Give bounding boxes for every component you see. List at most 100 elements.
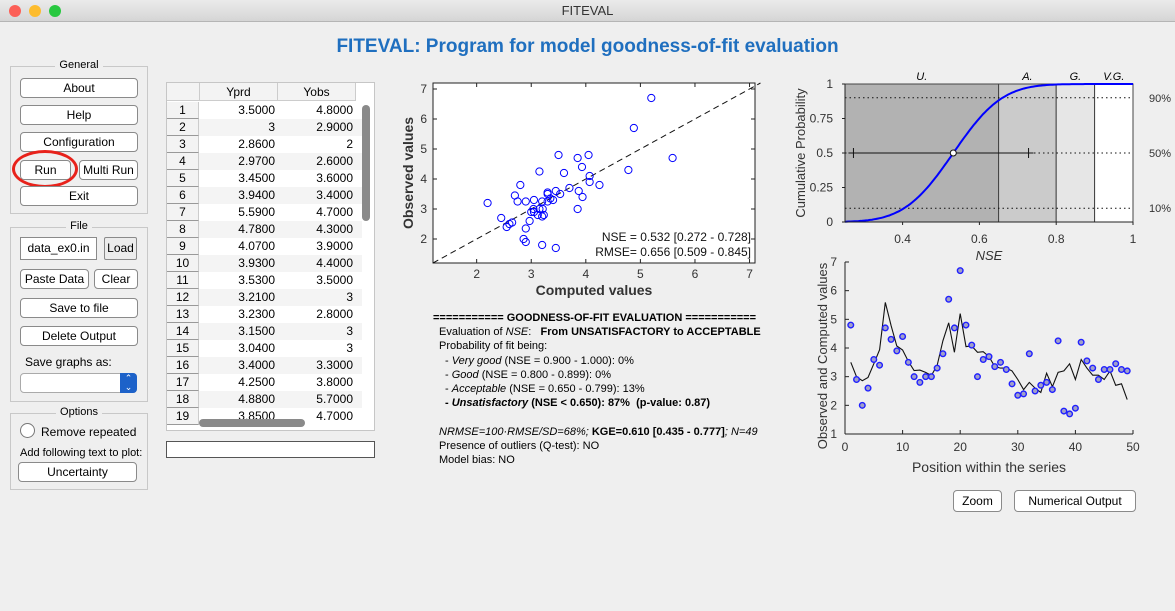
clear-button[interactable]: Clear [94,269,138,289]
cell-yprd[interactable]: 4.8800 [238,392,275,406]
scatter-point [529,207,539,217]
table-row[interactable]: 8 4.7800 4.3000 [167,221,362,238]
cell-yobs[interactable]: 4.7000 [316,409,353,423]
remove-repeated-label: Remove repeated [41,425,137,439]
table-row[interactable]: 4 2.9700 2.6000 [167,153,362,170]
cell-yprd[interactable]: 4.7800 [238,222,275,236]
cell-yprd[interactable]: 3.9400 [238,188,275,202]
configuration-button[interactable]: Configuration [20,132,138,152]
cell-yprd[interactable]: 4.0700 [238,239,275,253]
cell-yprd[interactable]: 3.4500 [238,171,275,185]
observed-point [1089,364,1097,372]
table-row[interactable]: 14 3.1500 3 [167,323,362,340]
cell-yprd[interactable]: 3.5000 [238,103,275,117]
cell-yobs[interactable]: 2.9000 [316,120,353,134]
multi-run-button[interactable]: Multi Run [79,160,138,180]
cell-yobs[interactable]: 3.9000 [316,239,353,253]
cell-yprd[interactable]: 3.2300 [238,307,275,321]
remove-repeated-radio[interactable] [20,423,35,438]
cell-yobs[interactable]: 3 [346,290,353,304]
column-header-yobs[interactable]: Yobs [278,83,356,101]
cell-yobs[interactable]: 3.8000 [316,375,353,389]
uncertainty-button[interactable]: Uncertainty [18,462,137,482]
paste-data-button[interactable]: Paste Data [20,269,89,289]
cell-yobs[interactable]: 3.6000 [316,171,353,185]
minimize-window-icon[interactable] [29,5,41,17]
horizontal-scrollbar[interactable] [199,419,305,427]
table-row[interactable]: 7 5.5900 4.7000 [167,204,362,221]
table-row[interactable]: 2 3 2.9000 [167,119,362,136]
table-row[interactable]: 17 4.2500 3.8000 [167,374,362,391]
row-number: 5 [167,170,199,187]
table-row[interactable]: 11 3.5300 3.5000 [167,272,362,289]
delete-output-button[interactable]: Delete Output [20,326,138,346]
row-number: 1 [167,102,199,119]
table-row[interactable]: 6 3.9400 3.4000 [167,187,362,204]
cell-yprd[interactable]: 3.4000 [238,358,275,372]
observed-point [1060,407,1068,415]
save-to-file-button[interactable]: Save to file [20,298,138,318]
cell-yobs[interactable]: 4.7000 [316,205,353,219]
table-row[interactable]: 12 3.2100 3 [167,289,362,306]
cell-yobs[interactable]: 3.5000 [316,273,353,287]
cell-yobs[interactable]: 3.3000 [316,358,353,372]
scatter-point [543,188,552,197]
cell-yobs[interactable]: 4.8000 [316,103,353,117]
cell-yobs[interactable]: 5.7000 [316,392,353,406]
cell-yprd[interactable]: 2.8600 [238,137,275,151]
table-row[interactable]: 18 4.8800 5.7000 [167,391,362,408]
status-field[interactable] [166,441,375,458]
about-button[interactable]: About [20,78,138,98]
cell-yobs[interactable]: 4.3000 [316,222,353,236]
observed-point [1083,357,1091,365]
cell-yobs[interactable]: 2.8000 [316,307,353,321]
cell-yprd[interactable]: 2.9700 [238,154,275,168]
row-number: 9 [167,238,199,255]
y-axis-label: Observed and Computed values [815,262,830,449]
table-row[interactable]: 3 2.8600 2 [167,136,362,153]
cell-yobs[interactable]: 3 [346,324,353,338]
exit-button[interactable]: Exit [20,186,138,206]
vertical-scrollbar[interactable] [362,105,370,221]
table-row[interactable]: 10 3.9300 4.4000 [167,255,362,272]
save-graphs-select[interactable]: ⌃ ⌄ [20,373,137,393]
data-table[interactable]: Yprd Yobs 1 3.5000 4.8000 2 3 2.9000 3 2.8600 2 4… [166,82,375,431]
cell-yprd[interactable]: 3.9300 [238,256,275,270]
cell-yobs[interactable]: 4.4000 [316,256,353,270]
cell-yprd[interactable]: 3.5300 [238,273,275,287]
load-button[interactable]: Load [104,237,137,260]
scatter-point [521,237,530,247]
table-row[interactable]: 5 3.4500 3.6000 [167,170,362,187]
table-row[interactable]: 16 3.4000 3.3000 [167,357,362,374]
cell-yprd[interactable]: 3.1500 [238,324,275,338]
cell-yprd[interactable]: 5.5900 [238,205,275,219]
numerical-output-button[interactable]: Numerical Output [1014,490,1136,512]
row-number: 4 [167,153,199,170]
table-row[interactable]: 13 3.2300 2.8000 [167,306,362,323]
help-button[interactable]: Help [20,105,138,125]
prob-label: Probability of fit being: [439,340,548,353]
filename-field[interactable]: data_ex0.in [20,237,97,260]
table-row[interactable]: 1 3.5000 4.8000 [167,102,362,119]
scatter-point [574,186,583,196]
table-row[interactable]: 9 4.0700 3.9000 [167,238,362,255]
cell-yobs[interactable]: 2 [346,137,353,151]
observed-point [991,363,999,371]
cell-yobs[interactable]: 3.4000 [316,188,353,202]
cell-yprd[interactable]: 3 [268,120,275,134]
column-header-yprd[interactable]: Yprd [200,83,278,101]
maximize-window-icon[interactable] [49,5,61,17]
percentile-label: 50% [1149,148,1171,160]
y-tick-label: 7 [830,255,837,269]
zoom-button[interactable]: Zoom [953,490,1002,512]
cell-yprd[interactable]: 3.2100 [238,290,275,304]
cell-yprd[interactable]: 3.0400 [238,341,275,355]
cell-yobs[interactable]: 3 [346,341,353,355]
close-window-icon[interactable] [9,5,21,17]
scatter-point [577,162,587,172]
table-row[interactable]: 15 3.0400 3 [167,340,362,357]
cell-yprd[interactable]: 4.2500 [238,375,275,389]
y-axis-label: Cumulative Probability [793,88,808,218]
cell-yobs[interactable]: 2.6000 [316,154,353,168]
x-tick-label: 6 [692,267,699,281]
